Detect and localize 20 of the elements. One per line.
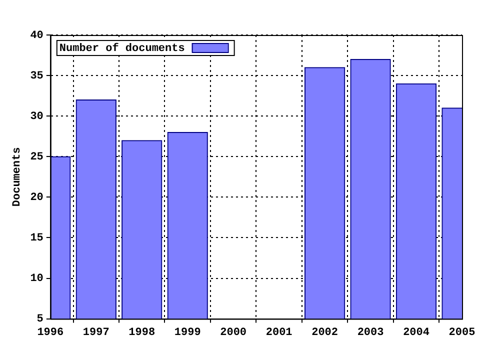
y-tick-label: 15	[30, 232, 44, 244]
x-tick-label: 2003	[357, 327, 384, 340]
legend-label: Number of documents	[59, 42, 185, 55]
y-tick-label: 35	[30, 70, 44, 82]
y-tick-label: 25	[30, 151, 44, 164]
y-tick-label: 20	[30, 192, 44, 204]
x-tick-label: 1998	[128, 327, 156, 340]
x-tick-label: 2000	[220, 327, 247, 340]
x-tick-label: 1997	[82, 327, 110, 340]
x-tick-label: 2005	[448, 327, 476, 340]
x-tick-label: 2001	[266, 327, 293, 340]
x-tick-label: 1996	[37, 327, 64, 340]
x-tick-label: 1999	[174, 327, 201, 340]
y-axis-title: Documents	[11, 147, 24, 207]
y-tick-label: 30	[30, 110, 44, 123]
y-tick-label: 10	[30, 273, 44, 286]
x-tick-label: 2002	[312, 327, 338, 340]
x-tick-label: 2004	[403, 327, 430, 340]
y-tick-label: 40	[30, 30, 44, 42]
y-tick-label: 5	[36, 314, 44, 326]
